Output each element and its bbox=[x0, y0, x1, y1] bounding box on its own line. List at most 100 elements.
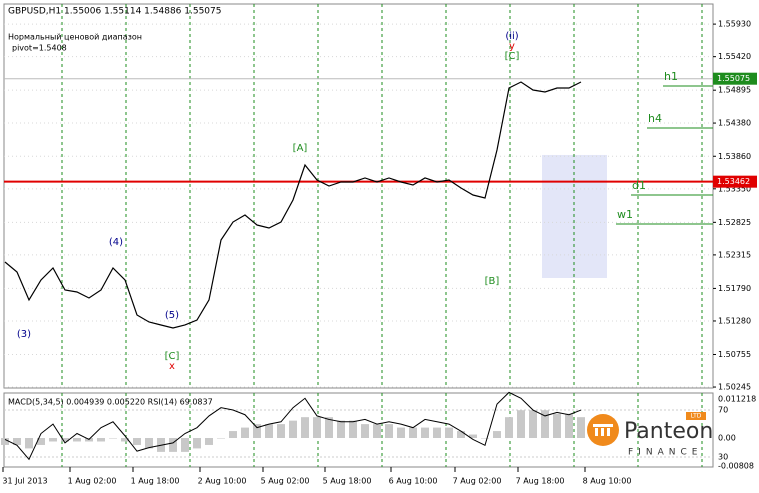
macd-bar bbox=[457, 431, 465, 439]
y-tick-label: 1.52825 bbox=[718, 218, 751, 227]
wave-label: (3) bbox=[17, 329, 31, 340]
logo-icon-part bbox=[595, 428, 598, 436]
macd-bar bbox=[385, 424, 393, 439]
logo-icon-part bbox=[593, 424, 613, 427]
macd-bar bbox=[229, 431, 237, 439]
macd-bar bbox=[109, 438, 117, 439]
macd-bar bbox=[241, 427, 249, 439]
logo-icon-part bbox=[601, 428, 604, 436]
logo-icon-part bbox=[607, 428, 610, 436]
y-tick-label: 1.50245 bbox=[718, 383, 751, 392]
y-tick-label: 1.51280 bbox=[718, 316, 751, 325]
macd-bar bbox=[445, 427, 453, 439]
wave-label: (4) bbox=[109, 237, 123, 248]
macd-bar bbox=[481, 438, 489, 439]
x-tick-label: 8 Aug 10:00 bbox=[583, 477, 632, 486]
macd-bar bbox=[349, 420, 357, 439]
wave-label: (5) bbox=[165, 310, 179, 321]
level-label: h1 bbox=[664, 70, 678, 83]
last-price-label: 1.55075 bbox=[717, 74, 750, 83]
y-tick-label: 1.50755 bbox=[718, 350, 751, 359]
macd-bar bbox=[205, 438, 213, 445]
macd-bar bbox=[133, 438, 141, 445]
macd-bar bbox=[505, 417, 513, 439]
macd-bar bbox=[469, 434, 477, 439]
macd-bar bbox=[181, 438, 189, 452]
pivot-label: pivot=1.5408 bbox=[12, 44, 67, 53]
rsi-tick-label: 70 bbox=[718, 406, 728, 415]
wave-label: [C] bbox=[165, 351, 180, 362]
macd-bar bbox=[577, 417, 585, 439]
y-tick-label: 1.51790 bbox=[718, 284, 751, 293]
last-price-box bbox=[713, 72, 757, 85]
logo-sub: FINANCE bbox=[628, 448, 702, 458]
logo-name: Panteon bbox=[624, 419, 713, 444]
macd-bar bbox=[529, 410, 537, 439]
macd-bar bbox=[313, 417, 321, 439]
x-tick-label: 2 Aug 10:00 bbox=[198, 477, 247, 486]
macd-bar bbox=[493, 431, 501, 439]
logo-badge-text: LTD bbox=[691, 413, 702, 420]
y-tick-label: 1.55930 bbox=[718, 20, 751, 29]
macd-tick-label: -0.00808 bbox=[718, 462, 754, 471]
macd-bar bbox=[433, 427, 441, 439]
wave-label: [A] bbox=[293, 143, 308, 154]
macd-bar bbox=[361, 424, 369, 439]
macd-bar bbox=[337, 420, 345, 439]
logo: LTD Panteon FINANCE bbox=[587, 412, 713, 458]
x-tick-label: 31 Jul 2013 bbox=[2, 477, 47, 486]
macd-bar bbox=[145, 438, 153, 449]
wave-label: (ii) bbox=[505, 31, 518, 42]
level-label: d1 bbox=[632, 179, 646, 192]
red-line-label: 1.53462 bbox=[717, 177, 750, 186]
x-tick-label: 1 Aug 02:00 bbox=[68, 477, 117, 486]
chart-title: GBPUSD,H1 1.55006 1.55114 1.54886 1.5507… bbox=[8, 7, 221, 17]
macd-bar bbox=[49, 438, 57, 442]
rsi-line bbox=[4, 391, 582, 461]
red-line-box bbox=[713, 175, 757, 188]
macd-bar bbox=[97, 438, 105, 442]
level-label: h4 bbox=[648, 112, 662, 125]
macd-bar bbox=[37, 438, 45, 445]
macd-tick-label: 0.00 bbox=[718, 434, 736, 443]
x-tick-label: 5 Aug 02:00 bbox=[261, 477, 310, 486]
macd-bar bbox=[61, 438, 69, 442]
macd-bar bbox=[517, 410, 525, 439]
logo-badge bbox=[686, 412, 706, 420]
macd-bar bbox=[1, 438, 9, 445]
macd-bar bbox=[121, 438, 129, 442]
sub-label: MACD(5,34,5) 0.004939 0.005220 RSI(14) 6… bbox=[8, 398, 213, 407]
price-line bbox=[4, 81, 582, 329]
macd-bar bbox=[553, 413, 561, 439]
macd-bar bbox=[217, 438, 225, 439]
y-tick-label: 1.54380 bbox=[718, 119, 751, 128]
macd-bar bbox=[565, 413, 573, 439]
main-frame bbox=[3, 3, 714, 389]
macd-bar bbox=[409, 427, 417, 439]
macd-bar bbox=[13, 438, 21, 445]
wave-label: [B] bbox=[485, 276, 500, 287]
wave-label: x bbox=[169, 361, 175, 372]
y-tick-label: 1.55420 bbox=[718, 52, 751, 61]
y-tick-label: 1.53350 bbox=[718, 184, 751, 193]
macd-bar bbox=[325, 417, 333, 439]
macd-bar bbox=[253, 424, 261, 439]
indicator-name: Нормальный ценовой диапазон bbox=[8, 33, 142, 42]
x-tick-label: 6 Aug 10:00 bbox=[389, 477, 438, 486]
x-tick-label: 5 Aug 18:00 bbox=[323, 477, 372, 486]
macd-bar bbox=[193, 438, 201, 449]
macd-bar bbox=[373, 424, 381, 439]
y-tick-label: 1.53860 bbox=[718, 152, 751, 161]
macd-bar bbox=[301, 417, 309, 439]
level-label: w1 bbox=[617, 208, 633, 221]
x-tick-label: 1 Aug 18:00 bbox=[131, 477, 180, 486]
wave-label: y bbox=[509, 41, 515, 52]
macd-tick-label: 0.011218 bbox=[718, 395, 756, 404]
macd-bar bbox=[169, 438, 177, 452]
sub-frame bbox=[3, 392, 714, 468]
macd-bar bbox=[277, 424, 285, 439]
wave-label: [C] bbox=[505, 51, 520, 62]
y-tick-label: 1.54895 bbox=[718, 86, 751, 95]
